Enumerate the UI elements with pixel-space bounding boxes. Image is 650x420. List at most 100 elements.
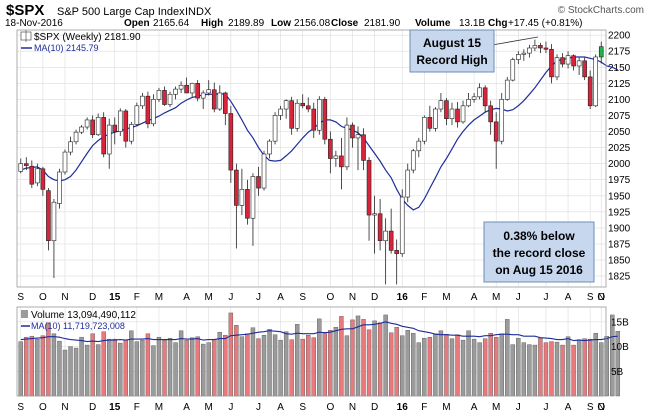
candle-body xyxy=(57,171,62,204)
price-month-label: N xyxy=(349,292,356,303)
candle-body xyxy=(300,102,305,107)
candle-body xyxy=(250,176,256,219)
volume-month-label: F xyxy=(421,402,427,413)
candle-body xyxy=(217,92,223,110)
candle xyxy=(366,157,372,241)
price-tick-label: 2175 xyxy=(608,47,631,58)
candle xyxy=(156,87,162,102)
volume-month-label: M xyxy=(492,402,500,413)
volume-bar xyxy=(610,314,615,397)
candle-body xyxy=(228,113,234,171)
vol-ma-legend-label: MA(10) 11,719,723,008 xyxy=(31,321,125,331)
candle-body xyxy=(532,45,538,49)
candle-body xyxy=(73,131,79,143)
candle-body xyxy=(46,190,51,242)
candle-body xyxy=(140,95,145,107)
price-month-label: J xyxy=(228,292,233,303)
volume-bar xyxy=(217,332,222,397)
candle-body xyxy=(117,110,123,132)
candle xyxy=(62,149,68,175)
candle xyxy=(460,100,466,124)
candle-body xyxy=(261,153,267,189)
candle-body xyxy=(543,47,549,50)
candle xyxy=(399,189,405,257)
volume-month-label: J xyxy=(516,402,521,413)
candle xyxy=(543,41,549,54)
volume-bar xyxy=(73,347,79,397)
candle xyxy=(228,105,234,183)
volume-bar xyxy=(90,333,95,397)
candle xyxy=(211,82,217,113)
candle xyxy=(68,136,73,156)
price-tick-label: 2100 xyxy=(608,95,631,106)
volume-bar xyxy=(311,337,316,397)
volume-bar xyxy=(294,324,300,397)
volume-bar xyxy=(178,330,184,397)
candle-body xyxy=(178,84,184,90)
candle xyxy=(471,92,477,103)
symbol-title: $SPX xyxy=(6,2,44,19)
watermark: © StockCharts.com xyxy=(558,5,644,16)
volume-bar xyxy=(151,345,156,397)
candle xyxy=(433,107,438,132)
candle-body xyxy=(361,134,366,161)
candle xyxy=(256,166,261,196)
candle-body xyxy=(433,108,438,129)
volume-bar xyxy=(300,338,305,397)
price-month-label: O xyxy=(326,292,334,303)
candle-body xyxy=(256,176,261,189)
candle xyxy=(565,51,571,69)
volume-panel-frame xyxy=(16,306,607,397)
low-label: Low xyxy=(271,18,291,29)
candle xyxy=(571,54,576,71)
price-x-axis: S O N D 15 F M A M J J A S O N D 16 F M A M J J A S ON xyxy=(17,292,605,303)
candle-body xyxy=(62,151,68,173)
candle xyxy=(444,98,449,126)
candle-body xyxy=(339,155,344,168)
candle-body xyxy=(582,60,587,78)
candle xyxy=(162,86,167,106)
candle-body xyxy=(482,87,488,107)
volume-bar xyxy=(344,335,350,397)
candle-body xyxy=(538,45,543,49)
price-tick-label: 1925 xyxy=(608,207,631,218)
candle-body xyxy=(344,124,350,168)
volume-month-label: M xyxy=(155,402,163,413)
price-tick-label: 2200 xyxy=(608,31,631,42)
candle xyxy=(289,96,294,135)
volume-bar xyxy=(317,318,322,397)
candle-body xyxy=(167,93,173,105)
price-legend: $SPX (Weekly) 2181.90 MA(10) 2145.79 xyxy=(20,30,141,53)
ma-legend-label: MA(10) 2145.79 xyxy=(34,43,99,53)
volume-bar xyxy=(107,338,112,397)
candle-body xyxy=(388,230,394,251)
volume-bar xyxy=(62,349,68,397)
candle xyxy=(73,129,79,145)
candle xyxy=(305,97,311,113)
volume-bar xyxy=(405,330,410,397)
candle xyxy=(283,99,289,119)
volume-bar xyxy=(256,338,261,397)
candle xyxy=(272,112,278,145)
volume-bar xyxy=(51,333,57,397)
candle xyxy=(239,168,245,216)
candle-body xyxy=(90,119,95,136)
candle xyxy=(527,44,532,58)
volume-bar xyxy=(223,334,228,397)
candle-body xyxy=(206,89,212,94)
candle xyxy=(200,90,206,110)
candle-body xyxy=(234,169,239,206)
volume-bar xyxy=(145,333,151,397)
candle xyxy=(328,131,333,174)
volume-value: 13.1B xyxy=(459,18,485,29)
volume-bar xyxy=(322,332,328,397)
candle xyxy=(29,160,35,189)
candle-body xyxy=(79,126,84,133)
volume-bar xyxy=(494,336,499,397)
candle-body xyxy=(576,60,582,67)
candle xyxy=(129,121,134,145)
open-label: Open xyxy=(124,18,150,29)
candle-body xyxy=(455,108,460,123)
volume-bar xyxy=(455,334,460,397)
